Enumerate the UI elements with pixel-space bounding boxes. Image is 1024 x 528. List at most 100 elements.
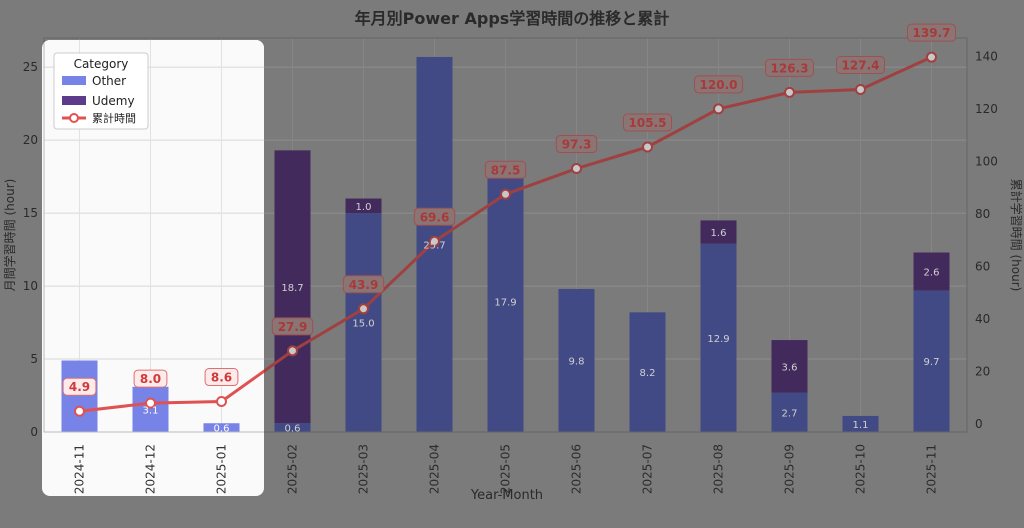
cumulative-point — [216, 396, 227, 408]
y2-tick-label: 80 — [975, 207, 990, 221]
bar-udemy — [771, 340, 808, 393]
x-tick-label: 2025-03 — [357, 444, 371, 494]
bar-label-other: 17.9 — [494, 297, 516, 308]
bar-udemy — [700, 220, 737, 244]
cumulative-point — [784, 86, 795, 98]
y-tick-label: 0 — [30, 425, 38, 439]
legend-label-cumulative: 累計時間 — [92, 111, 136, 125]
bar-label-udemy: 18.7 — [281, 283, 303, 294]
bar-label-udemy: 1.6 — [711, 228, 727, 239]
bar-label-udemy: 1.0 — [356, 202, 372, 213]
y2-tick-label: 40 — [975, 312, 990, 326]
x-tick-label: 2025-01 — [215, 444, 229, 494]
bar-udemy — [913, 252, 950, 291]
cumulative-label: 27.9 — [278, 320, 308, 334]
y-tick-label: 10 — [23, 279, 38, 293]
cumulative-point — [429, 235, 440, 247]
x-tick-label: 2025-08 — [712, 444, 726, 494]
cumulative-label: 87.5 — [491, 163, 521, 177]
y2-tick-label: 140 — [975, 49, 998, 63]
cumulative-point — [855, 83, 866, 95]
cumulative-label: 105.5 — [629, 116, 667, 130]
bar-other — [132, 386, 169, 432]
cumulative-label: 139.7 — [913, 26, 951, 40]
bar-label-other: 8.2 — [640, 368, 656, 379]
cumulative-label: 8.6 — [211, 371, 232, 385]
bar-label-other: 2.7 — [782, 408, 798, 419]
legend-box — [53, 52, 149, 130]
bar-label-other: 9.7 — [924, 357, 940, 368]
y-tick-label: 25 — [23, 60, 38, 74]
bar-other — [274, 423, 311, 432]
legend: Category Other Udemy 累計時間 — [53, 52, 149, 130]
plot-frame — [43, 40, 264, 433]
cumulative-label: 69.6 — [420, 210, 450, 224]
bar-other — [842, 415, 879, 432]
x-tick-label: 2025-02 — [286, 444, 300, 494]
highlighted-chart-layer: 3.10.60.618.715.01.025.717.99.88.212.91.… — [42, 40, 264, 496]
bar-other — [700, 243, 737, 432]
bar-other — [771, 392, 808, 432]
cumulative-label-box — [342, 275, 385, 294]
cumulative-label-box — [694, 75, 743, 94]
cumulative-point — [500, 188, 511, 200]
cumulative-label-box — [907, 23, 956, 42]
cumulative-label: 43.9 — [349, 278, 379, 292]
cumulative-point — [713, 103, 724, 115]
legend-label-other: Other — [92, 74, 126, 88]
bar-other — [61, 360, 98, 432]
x-axis-title: Year-Month — [470, 488, 543, 503]
x-tick-label: 2025-06 — [570, 444, 584, 494]
bar-label-other: 25.7 — [423, 240, 445, 251]
bar-label-other: 3.1 — [143, 405, 159, 416]
bar-other — [629, 312, 666, 432]
bar-other — [345, 213, 382, 432]
x-tick-label: 2025-09 — [783, 444, 797, 494]
x-tick-label: 2025-05 — [499, 444, 513, 494]
cumulative-point — [926, 51, 937, 63]
cumulative-label-box — [271, 317, 314, 336]
bar-other — [558, 288, 595, 432]
cumulative-label-box — [623, 113, 672, 132]
x-tick-label: 2024-12 — [144, 444, 158, 494]
y2-tick-label: 0 — [975, 417, 983, 431]
bar-other — [913, 290, 950, 432]
cumulative-point — [74, 405, 85, 417]
y2-axis-title: 累計学習時間 (hour) — [1009, 179, 1024, 292]
x-tick-label: 2025-11 — [925, 444, 939, 494]
cumulative-label: 8.0 — [140, 372, 161, 386]
cumulative-point — [145, 397, 156, 409]
cumulative-label: 97.3 — [562, 138, 592, 152]
chart-title: 年月別Power Apps学習時間の推移と累計 — [355, 9, 670, 28]
cumulative-label: 120.0 — [700, 78, 738, 92]
bar-label-udemy: 3.6 — [782, 362, 798, 373]
cumulative-point — [358, 303, 369, 315]
y2-tick-label: 100 — [975, 154, 998, 168]
bar-other — [203, 423, 240, 432]
y-tick-label: 5 — [30, 352, 38, 366]
y-tick-label: 15 — [23, 206, 38, 220]
bar-label-other: 9.8 — [569, 356, 585, 367]
cumulative-label-box — [484, 160, 527, 179]
x-tick-label: 2025-10 — [854, 444, 868, 494]
bar-label-other: 15.0 — [352, 319, 374, 330]
legend-title: Category — [74, 57, 129, 71]
cumulative-label-box — [765, 58, 814, 77]
bar-label-other: 1.1 — [853, 420, 869, 431]
y2-tick-label: 60 — [975, 260, 990, 274]
cumulative-label-box — [836, 55, 885, 74]
y2-tick-label: 20 — [975, 365, 990, 379]
cumulative-label-box — [204, 368, 239, 387]
bar-udemy — [274, 150, 311, 424]
bar-other — [487, 170, 524, 432]
cumulative-label-box — [413, 207, 456, 226]
x-tick-label: 2025-07 — [641, 444, 655, 494]
cumulative-point — [642, 141, 653, 153]
x-tick-label: 2024-11 — [73, 444, 87, 494]
cumulative-label-box — [62, 377, 97, 396]
x-tick-label: 2025-04 — [428, 444, 442, 494]
chart-text-layer: 年月別Power Apps学習時間の推移と累計 Year-Month 月間学習時間 … — [2, 9, 1024, 503]
cumulative-label: 4.9 — [69, 380, 90, 394]
